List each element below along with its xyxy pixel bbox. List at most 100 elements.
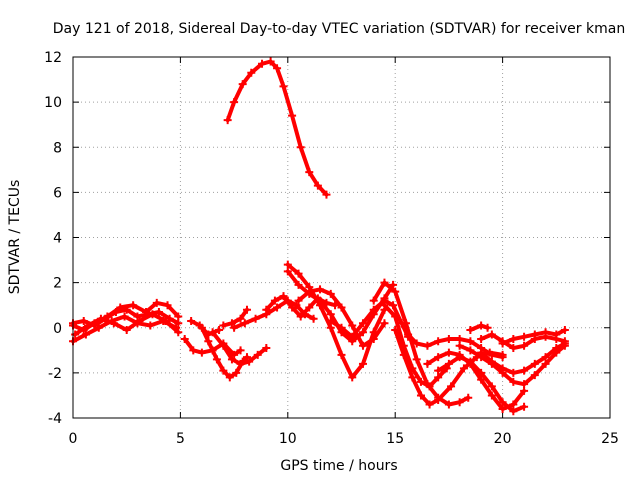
data-point xyxy=(238,80,247,89)
data-point xyxy=(309,314,318,323)
data-point xyxy=(348,321,357,330)
data-point xyxy=(283,260,292,269)
data-point xyxy=(174,328,183,337)
data-point xyxy=(520,341,529,350)
data-point xyxy=(219,366,228,375)
data-point xyxy=(251,314,260,323)
data-point xyxy=(455,353,464,362)
x-tick-label: 15 xyxy=(386,431,404,447)
data-point xyxy=(165,314,174,323)
y-tick-label: -4 xyxy=(48,411,62,427)
data-point xyxy=(266,57,275,66)
data-point xyxy=(487,350,496,359)
data-point xyxy=(455,335,464,344)
data-point xyxy=(455,341,464,350)
data-point xyxy=(236,359,245,368)
data-point xyxy=(425,382,434,391)
x-tick-label: 20 xyxy=(494,431,512,447)
data-point xyxy=(215,326,224,335)
data-point xyxy=(273,303,282,312)
data-point xyxy=(296,143,305,152)
data-point xyxy=(197,348,206,357)
series-arc-27 xyxy=(221,307,249,328)
data-point xyxy=(326,289,335,298)
x-tick-label: 25 xyxy=(601,431,619,447)
data-point xyxy=(416,391,425,400)
data-point xyxy=(161,316,170,325)
y-tick-label: 12 xyxy=(44,50,62,66)
data-point xyxy=(262,344,271,353)
data-point xyxy=(135,316,144,325)
data-point xyxy=(459,364,468,373)
data-point xyxy=(279,82,288,91)
data-point xyxy=(292,301,301,310)
data-point xyxy=(404,330,413,339)
data-point xyxy=(498,353,507,362)
data-point xyxy=(520,332,529,341)
data-point xyxy=(399,350,408,359)
data-point xyxy=(294,280,303,289)
data-point xyxy=(487,382,496,391)
data-point xyxy=(273,64,282,73)
data-point xyxy=(380,278,389,287)
data-point xyxy=(520,366,529,375)
data-point xyxy=(279,292,288,301)
data-point xyxy=(358,359,367,368)
data-point xyxy=(434,373,443,382)
data-point xyxy=(477,375,486,384)
data-point xyxy=(227,355,236,364)
data-point xyxy=(477,368,486,377)
data-point xyxy=(530,330,539,339)
data-point xyxy=(283,267,292,276)
y-tick-label: 8 xyxy=(53,140,62,156)
data-point xyxy=(230,323,239,332)
data-point xyxy=(94,323,103,332)
chart-title: Day 121 of 2018, Sidereal Day-to-day VTE… xyxy=(53,21,625,37)
data-point xyxy=(294,296,303,305)
data-series xyxy=(69,57,569,416)
y-tick-label: 4 xyxy=(53,231,62,247)
data-point xyxy=(120,312,129,321)
data-point xyxy=(560,337,569,346)
data-point xyxy=(337,323,346,332)
data-point xyxy=(81,330,90,339)
data-point xyxy=(541,359,550,368)
x-tick-label: 10 xyxy=(279,431,297,447)
plot-frame xyxy=(72,56,611,419)
data-point xyxy=(337,303,346,312)
y-tick-label: -2 xyxy=(48,366,62,382)
data-point xyxy=(245,357,254,366)
data-point xyxy=(509,377,518,386)
data-point xyxy=(434,395,443,404)
data-point xyxy=(84,321,93,330)
data-point xyxy=(444,359,453,368)
data-point xyxy=(425,400,434,409)
data-point xyxy=(204,337,213,346)
data-point xyxy=(152,298,161,307)
data-point xyxy=(358,341,367,350)
data-point xyxy=(294,269,303,278)
data-point xyxy=(242,353,251,362)
data-point xyxy=(412,355,421,364)
data-point xyxy=(326,310,335,319)
data-point xyxy=(348,373,357,382)
data-point xyxy=(530,359,539,368)
data-point xyxy=(466,357,475,366)
data-point xyxy=(133,312,142,321)
data-point xyxy=(116,303,125,312)
data-point xyxy=(148,310,157,319)
data-point xyxy=(358,328,367,337)
data-point xyxy=(288,303,297,312)
data-point xyxy=(498,404,507,413)
data-point xyxy=(189,346,198,355)
data-point xyxy=(142,307,151,316)
data-point xyxy=(223,116,232,125)
series-arc-26 xyxy=(189,319,222,337)
data-point xyxy=(389,301,398,310)
y-axis-label: SDTVAR / TECUs xyxy=(7,180,23,295)
y-tick-label: 6 xyxy=(53,185,62,201)
data-point xyxy=(434,366,443,375)
data-point xyxy=(219,321,228,330)
y-axis-ticks: -4 -2 0 2 4 6 8 10 12 xyxy=(44,50,610,427)
data-point xyxy=(447,382,456,391)
